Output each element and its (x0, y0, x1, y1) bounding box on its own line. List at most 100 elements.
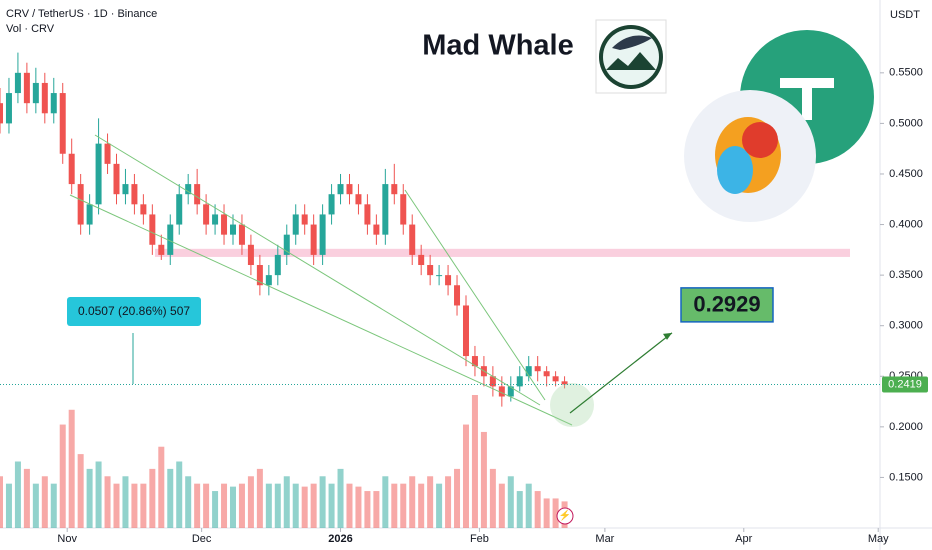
volume-bar (319, 476, 326, 528)
candle-body (68, 153, 75, 185)
whale-logo-inner (603, 29, 659, 85)
candle-body (265, 275, 272, 286)
x-tick-label: Nov (57, 533, 77, 545)
trend-line (94, 134, 541, 406)
candle-body (525, 366, 532, 377)
volume-bar (167, 468, 174, 528)
volume-bar (50, 483, 57, 528)
candle-body (418, 254, 425, 266)
volume-bar (436, 483, 443, 528)
candle-body (552, 376, 559, 382)
candle-body (516, 376, 523, 387)
volume-bar (337, 468, 344, 528)
volume-bar (328, 483, 335, 528)
whale-logo-whale (612, 35, 652, 50)
x-tick-label: Mar (595, 533, 614, 545)
candle-body (194, 184, 201, 205)
volume-bar (5, 483, 12, 528)
candle-body (328, 194, 335, 215)
volume-bar (445, 476, 452, 528)
y-tick-label: 0.5000 (889, 117, 923, 129)
resistance-zone (155, 248, 850, 257)
curve-logo-shape (717, 146, 753, 194)
candle-body (498, 386, 505, 397)
volume-bar (498, 483, 505, 528)
target-box (680, 287, 774, 323)
candle-body (409, 224, 416, 255)
candle-body (382, 184, 389, 235)
volume-bar (480, 431, 487, 528)
volume-bar (525, 483, 532, 528)
event-icon-glyph[interactable]: ⚡ (559, 509, 571, 522)
candle-body (5, 93, 12, 124)
symbol-header: CRV / TetherUS · 1D · Binance (6, 8, 157, 20)
candle-body (176, 194, 183, 225)
candle-body (23, 72, 30, 104)
volume-bar (140, 483, 147, 528)
axis-unit: USDT (890, 9, 920, 21)
candle-body (95, 143, 102, 205)
volume-bar (552, 498, 559, 528)
candle-body (0, 103, 3, 124)
candle-body (274, 254, 281, 276)
volume-bar (113, 483, 120, 528)
candle-body (292, 214, 299, 235)
candle-body (221, 214, 228, 235)
candle-body (373, 224, 380, 235)
volume-bar (409, 476, 416, 528)
measure-box (67, 297, 201, 326)
candle-body (337, 184, 344, 195)
trend-line (69, 194, 573, 426)
volume-bar (418, 483, 425, 528)
volume-bar (382, 476, 389, 528)
y-tick-label: 0.2000 (889, 421, 923, 433)
volume-bar (454, 468, 461, 528)
volume-bar (194, 483, 201, 528)
last-price-box (882, 376, 928, 393)
volume-bar (471, 395, 478, 528)
y-tick-label: 0.4500 (889, 168, 923, 180)
candle-body (391, 184, 398, 195)
volume-bar (391, 483, 398, 528)
curve-logo-shape (742, 122, 778, 158)
trend-line (404, 189, 546, 401)
candle-body (122, 184, 129, 195)
whale-logo-wave (606, 52, 656, 70)
volume-bar (86, 468, 93, 528)
volume-bar (400, 483, 407, 528)
candle-body (238, 224, 245, 245)
last-price-label: 0.2419 (888, 378, 922, 390)
volume-bar (373, 491, 380, 528)
volume-bar (68, 409, 75, 528)
volume-bar (131, 483, 138, 528)
candle-body (86, 204, 93, 225)
x-tick-label: May (868, 533, 889, 545)
y-tick-label: 0.1500 (889, 471, 923, 483)
volume-label: Vol · CRV (6, 23, 55, 35)
volume-bar (176, 461, 183, 528)
y-tick-label: 0.3500 (889, 269, 923, 281)
volume-bar (274, 483, 281, 528)
candle-body (77, 184, 84, 225)
candle-body (471, 356, 478, 367)
event-icon[interactable] (556, 507, 574, 525)
target-label: 0.2929 (693, 292, 760, 317)
candle-body (507, 386, 514, 397)
volume-bar (238, 483, 245, 528)
volume-bar (122, 476, 129, 528)
candle-body (140, 204, 147, 215)
volume-bar (427, 476, 434, 528)
candle-body (229, 224, 236, 235)
volume-bar (283, 476, 290, 528)
volume-bar (292, 483, 299, 528)
candle-body (454, 285, 461, 306)
volume-bar (0, 476, 3, 528)
target-arrowhead (663, 332, 672, 340)
volume-bar (310, 483, 317, 528)
chart-title: Mad Whale (422, 30, 573, 62)
candle-body (561, 381, 568, 385)
candle-body (364, 204, 371, 225)
candle-body (149, 214, 156, 245)
volume-bar (256, 468, 263, 528)
